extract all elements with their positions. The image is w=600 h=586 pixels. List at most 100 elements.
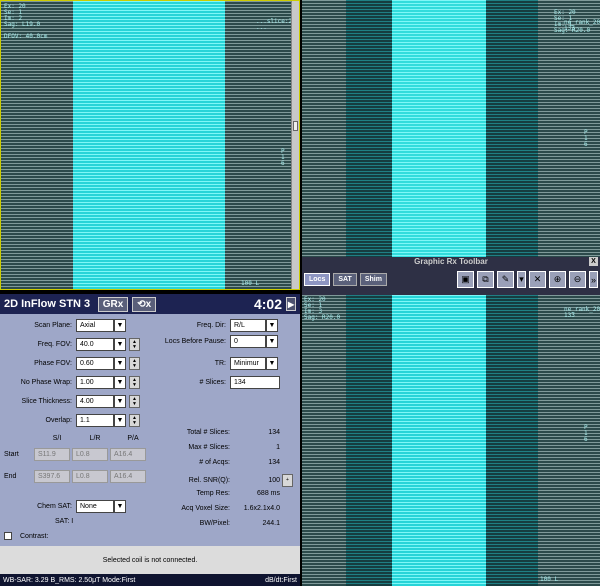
chem-sat-select[interactable]: None (76, 500, 114, 513)
num-slices-label: # Slices: (199, 379, 226, 386)
overlap-select[interactable]: 1.1 (76, 414, 114, 427)
snr-plus-icon[interactable]: + (282, 474, 293, 487)
freq-fov-select[interactable]: 40.0 (76, 338, 114, 351)
stat-label: Temp Res: (196, 490, 230, 497)
scrollbar[interactable] (291, 1, 299, 289)
protocol-title: 2D InFlow STN 3 (4, 298, 91, 310)
zoom-in-icon[interactable]: ⊕ (549, 271, 566, 288)
locs-before-pause-select[interactable]: 0 (230, 335, 266, 348)
scan-parameter-panel: 2D InFlow STN 3 GRx ⟲x 4:02 ▶ Scan Plane… (0, 294, 300, 586)
chevron-down-icon[interactable]: ▼ (114, 500, 126, 513)
stat-label: BW/Pixel: (199, 520, 230, 527)
slice-thickness-select[interactable]: 4.00 (76, 395, 114, 408)
slice-region[interactable] (73, 1, 225, 289)
sat-label: SAT: I (55, 518, 74, 525)
toolbar-title: Graphic Rx Toolbar (414, 257, 488, 266)
no-phase-wrap-select[interactable]: 1.00 (76, 376, 114, 389)
brush-icon[interactable]: ✎ (497, 271, 514, 288)
dropdown-icon[interactable]: ▾ (517, 271, 526, 288)
chevron-down-icon[interactable]: ▼ (114, 319, 126, 332)
stepper-icon[interactable]: ▲ ▼ (129, 376, 140, 389)
stat-value: 134 (268, 459, 280, 466)
stat-value: 1 (276, 444, 280, 451)
next-arrow-icon[interactable]: ▶ (286, 297, 297, 311)
overlay-info: Ex: 20 Se: 1 Im: 1 Sag: R20.0 (554, 9, 591, 34)
start-pa-field[interactable]: A16.4 (110, 448, 146, 461)
tab-locs[interactable]: Locs (304, 273, 331, 286)
stat-value: 1.6x2.1x4.0 (243, 505, 280, 512)
chevron-down-icon[interactable]: ▼ (114, 414, 126, 427)
stat-label: Total # Slices: (186, 429, 230, 436)
pa-header: P/A (127, 435, 139, 442)
tr-select[interactable]: Minimur (230, 357, 266, 370)
expand-icon[interactable]: » (589, 271, 598, 288)
chevron-down-icon[interactable]: ▼ (266, 335, 278, 348)
chevron-down-icon[interactable]: ▼ (114, 376, 126, 389)
chevron-down-icon[interactable]: ▼ (266, 357, 278, 370)
slice-thickness-label: Slice Thickness: (21, 398, 72, 405)
overlay-info: Ex: 20 Se: 1 Im: 2 Sag: L19.0 DFOV: 40.0… (4, 3, 48, 40)
scale-label: 100 L (241, 280, 260, 287)
stat-value: 244.1 (262, 520, 280, 527)
chevron-down-icon[interactable]: ▼ (266, 319, 278, 332)
scan-time: 4:02 (253, 296, 283, 312)
stat-value: 688 ms (257, 490, 280, 497)
tab-sat[interactable]: SAT (333, 273, 357, 286)
chevron-down-icon[interactable]: ▼ (114, 395, 126, 408)
status-bar: WB-SAR: 3.29 B_RMS: 2.50μT Mode:First dB… (0, 574, 300, 586)
scan-plane-select[interactable]: Axial (76, 319, 114, 332)
end-pa-field[interactable]: A16.4 (110, 470, 146, 483)
chevron-down-icon[interactable]: ▼ (114, 357, 126, 370)
tr-label: TR: (214, 360, 226, 367)
stat-label: Rel. SNR(Q): (188, 477, 230, 484)
stat-value: 100 (268, 477, 280, 484)
select-icon[interactable]: ▣ (457, 271, 474, 288)
contrast-label: Contrast: (20, 532, 49, 540)
chem-sat-label: Chem SAT: (37, 503, 72, 510)
end-lr-field[interactable]: L0.8 (72, 470, 108, 483)
stepper-icon[interactable]: ▲ ▼ (129, 338, 140, 351)
overlay-series: ...slice:20 ... (256, 18, 296, 31)
viewport-bottom-right[interactable]: Ex: 20 Se: 1 Im: 3 Sag: R20.0 ne_rank_20… (302, 295, 600, 586)
end-si-field[interactable]: S397.6 (34, 470, 70, 483)
si-header: S/I (52, 435, 62, 442)
end-label: End (4, 473, 17, 480)
stepper-icon[interactable]: ▲ ▼ (129, 357, 140, 370)
dbdt-status: dB/dt:First (265, 576, 297, 584)
contrast-checkbox[interactable] (4, 532, 12, 540)
coil-message: Selected coil is not connected. (0, 546, 300, 574)
grx-cancel-button[interactable]: ⟲x (132, 296, 157, 312)
stepper-icon[interactable]: ▲ ▼ (129, 395, 140, 408)
stat-label: Max # Slices: (188, 444, 230, 451)
freq-dir-select[interactable]: R/L (230, 319, 266, 332)
overlay-series: ne_rank_20 133 (564, 19, 600, 32)
orientation-label: P 1 6 (281, 148, 285, 167)
locs-before-pause-label: Locs Before Pause: (164, 337, 226, 345)
freq-fov-label: Freq. FOV: (37, 341, 72, 348)
orientation-label: P 1 6 (584, 424, 588, 443)
phase-fov-select[interactable]: 0.60 (76, 357, 114, 370)
chevron-down-icon[interactable]: ▼ (114, 338, 126, 351)
start-si-field[interactable]: S11.9 (34, 448, 70, 461)
delete-icon[interactable]: ✕ (529, 271, 546, 288)
scan-plane-label: Scan Plane: (34, 322, 72, 329)
freq-dir-label: Freq. Dir: (196, 322, 226, 329)
stat-label: Acq Voxel Size: (181, 505, 230, 512)
phase-fov-label: Phase FOV: (34, 360, 72, 367)
grx-button[interactable]: GRx (97, 296, 129, 312)
graphic-rx-toolbar: Graphic Rx Toolbar X Locs SAT Shim ▣ ⧉ ✎ … (302, 257, 600, 295)
start-lr-field[interactable]: L0.8 (72, 448, 108, 461)
tab-shim[interactable]: Shim (359, 273, 387, 286)
stat-value: 134 (268, 429, 280, 436)
stepper-icon[interactable]: ▲ ▼ (129, 414, 140, 427)
close-icon[interactable]: X (589, 257, 598, 266)
copy-icon[interactable]: ⧉ (477, 271, 494, 288)
num-slices-field[interactable]: 134 (230, 376, 280, 389)
viewport-top-right[interactable]: Ex: 20 Se: 1 Im: 1 Sag: R20.0 ne_rank_20… (302, 0, 600, 257)
no-phase-wrap-label: No Phase Wrap: (20, 379, 72, 386)
zoom-out-icon[interactable]: ⊖ (569, 271, 586, 288)
start-label: Start (4, 451, 19, 458)
viewport-top-left[interactable]: Ex: 20 Se: 1 Im: 2 Sag: L19.0 DFOV: 40.0… (0, 0, 300, 290)
overlay-info: Ex: 20 Se: 1 Im: 3 Sag: R20.0 (304, 296, 341, 321)
orientation-label: P 1 6 (584, 129, 588, 148)
